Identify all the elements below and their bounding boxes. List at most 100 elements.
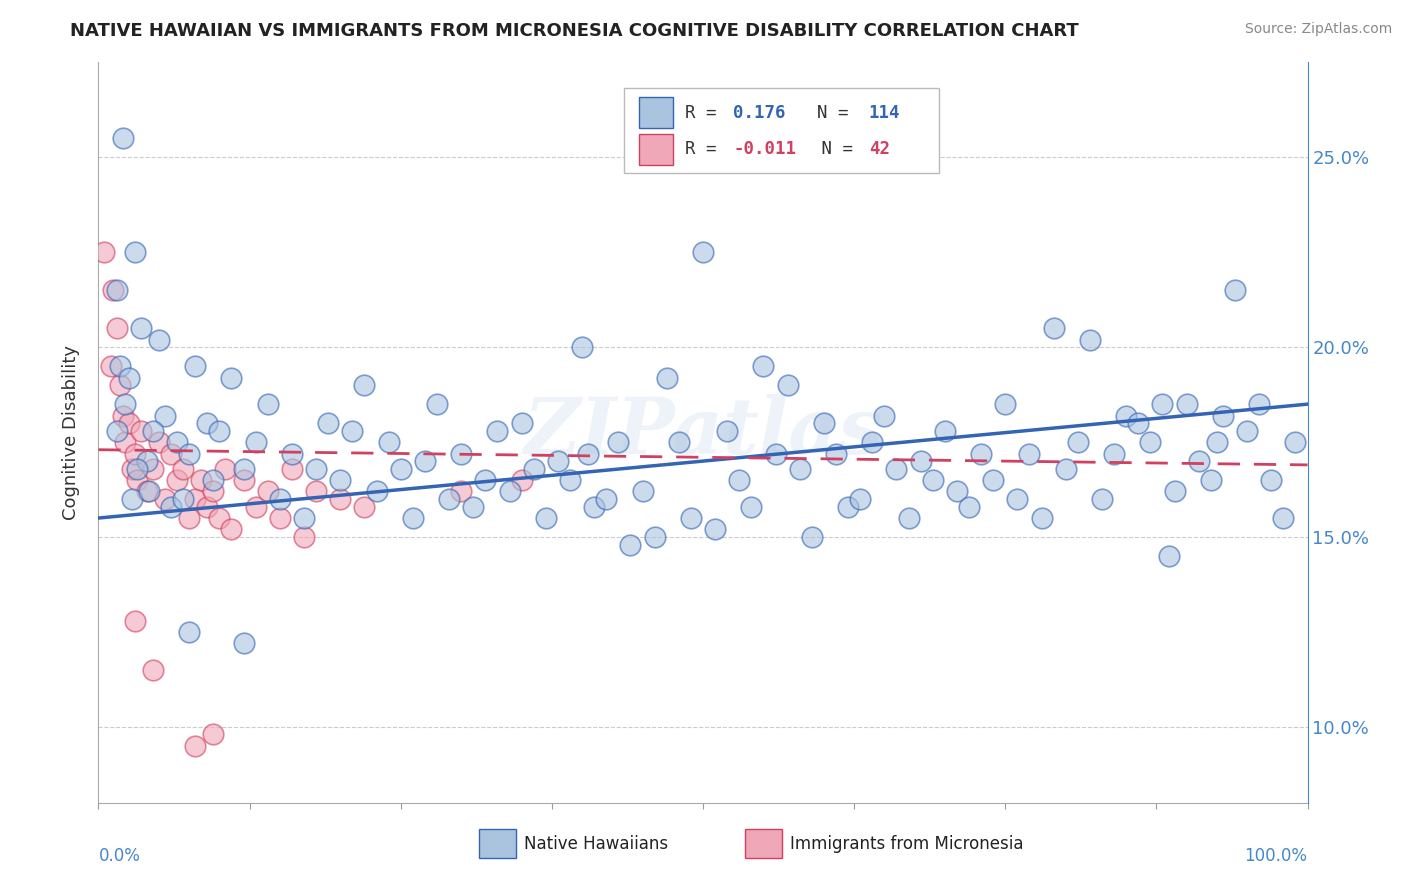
Point <box>1128 416 1150 430</box>
Point <box>1188 454 1211 468</box>
Point <box>994 397 1017 411</box>
Point <box>619 538 641 552</box>
Point <box>127 473 149 487</box>
Point <box>184 359 207 374</box>
Point <box>142 461 165 475</box>
Point <box>256 397 278 411</box>
Point <box>148 333 170 347</box>
Point <box>1102 446 1125 460</box>
Point <box>292 511 315 525</box>
Point <box>873 409 896 423</box>
Point <box>789 461 811 475</box>
Text: N =: N = <box>796 103 859 122</box>
Point <box>510 473 533 487</box>
Point <box>135 454 157 468</box>
Point <box>752 359 775 374</box>
Point <box>111 409 134 423</box>
Text: 100.0%: 100.0% <box>1244 847 1308 865</box>
Point <box>1236 424 1258 438</box>
Point <box>463 500 485 514</box>
Point <box>957 500 980 514</box>
Point <box>111 131 134 145</box>
Point <box>142 424 165 438</box>
Point <box>886 461 908 475</box>
Point <box>172 491 194 506</box>
Point <box>704 523 727 537</box>
Point <box>825 446 848 460</box>
Point <box>184 491 207 506</box>
Point <box>716 424 738 438</box>
Point <box>692 245 714 260</box>
Point <box>1007 491 1029 506</box>
Point <box>292 530 315 544</box>
Point <box>281 446 304 460</box>
Point <box>426 397 449 411</box>
FancyBboxPatch shape <box>624 88 939 173</box>
Point <box>813 416 835 430</box>
Point <box>305 484 328 499</box>
Point <box>179 624 201 639</box>
Point <box>510 416 533 430</box>
Point <box>190 473 212 487</box>
Point <box>124 446 146 460</box>
Point <box>269 511 291 525</box>
Point <box>208 511 231 525</box>
Point <box>195 416 218 430</box>
Point <box>1042 321 1064 335</box>
Point <box>129 424 152 438</box>
Point <box>221 370 243 384</box>
Point <box>135 484 157 499</box>
Point <box>1115 409 1137 423</box>
Point <box>329 491 352 506</box>
FancyBboxPatch shape <box>638 97 673 128</box>
Point <box>1260 473 1282 487</box>
Point <box>195 500 218 514</box>
Point <box>583 500 606 514</box>
Point <box>486 424 509 438</box>
Point <box>474 473 496 487</box>
Point <box>105 283 128 297</box>
Point <box>232 461 254 475</box>
Point <box>576 446 599 460</box>
Point <box>108 378 131 392</box>
Point <box>1152 397 1174 411</box>
Point <box>269 491 291 506</box>
Point <box>921 473 943 487</box>
Point <box>342 424 364 438</box>
Text: 0.176: 0.176 <box>734 103 786 122</box>
Point <box>166 435 188 450</box>
Point <box>728 473 751 487</box>
Point <box>377 435 399 450</box>
Point <box>1272 511 1295 525</box>
Point <box>849 491 872 506</box>
Point <box>172 461 194 475</box>
Point <box>547 454 569 468</box>
Point <box>316 416 339 430</box>
Point <box>105 424 128 438</box>
Point <box>118 416 141 430</box>
Point <box>1199 473 1222 487</box>
Point <box>571 340 593 354</box>
Y-axis label: Cognitive Disability: Cognitive Disability <box>62 345 80 520</box>
Text: 114: 114 <box>869 103 900 122</box>
Point <box>668 435 690 450</box>
Text: Source: ZipAtlas.com: Source: ZipAtlas.com <box>1244 22 1392 37</box>
Point <box>1078 333 1101 347</box>
Point <box>108 359 131 374</box>
Point <box>558 473 581 487</box>
Point <box>153 491 176 506</box>
Point <box>142 663 165 677</box>
Point <box>981 473 1004 487</box>
Point <box>800 530 823 544</box>
Point <box>1175 397 1198 411</box>
Point <box>1206 435 1229 450</box>
Text: 42: 42 <box>869 140 890 158</box>
Point <box>366 484 388 499</box>
Point <box>644 530 666 544</box>
Point <box>118 370 141 384</box>
Point <box>1249 397 1271 411</box>
Point <box>153 409 176 423</box>
Point <box>1031 511 1053 525</box>
Point <box>1139 435 1161 450</box>
Point <box>129 321 152 335</box>
